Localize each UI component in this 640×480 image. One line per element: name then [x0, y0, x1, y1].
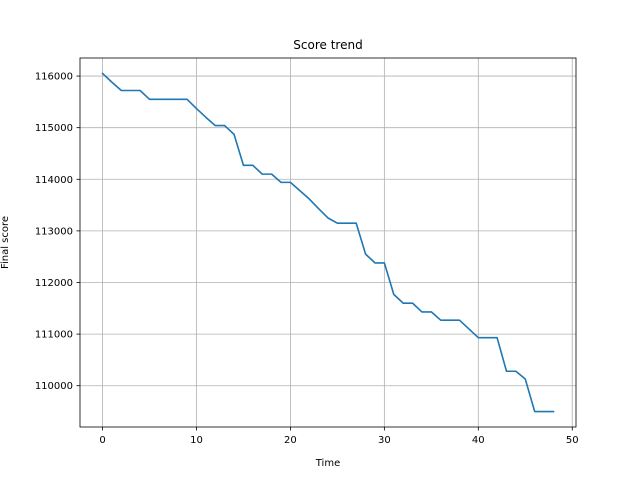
- y-axis-title: Final score: [0, 216, 11, 269]
- x-axis-title: Time: [315, 458, 340, 469]
- x-tick-label: 30: [378, 435, 391, 446]
- series-layer: [101, 72, 555, 413]
- y-tick-label: 112000: [35, 278, 73, 289]
- plot-frame: [79, 57, 577, 428]
- series-line: [101, 72, 555, 413]
- x-tick-label: 0: [99, 435, 105, 446]
- chart-title: Score trend: [293, 38, 362, 52]
- y-tick-label: 113000: [35, 226, 73, 237]
- x-tick-label: 10: [190, 435, 203, 446]
- x-tick-label: 20: [284, 435, 297, 446]
- grid: [80, 58, 576, 427]
- ticks: 0 10 20 30 40 50 110000 111000 112000 113000 11400…: [35, 72, 579, 446]
- y-tick-label: 111000: [35, 330, 73, 341]
- y-tick-label: 115000: [35, 123, 73, 134]
- x-tick-label: 40: [472, 435, 485, 446]
- y-tick-label: 116000: [35, 72, 73, 83]
- x-tick-label: 50: [566, 435, 579, 446]
- y-tick-label: 110000: [35, 381, 73, 392]
- y-tick-label: 114000: [35, 175, 73, 186]
